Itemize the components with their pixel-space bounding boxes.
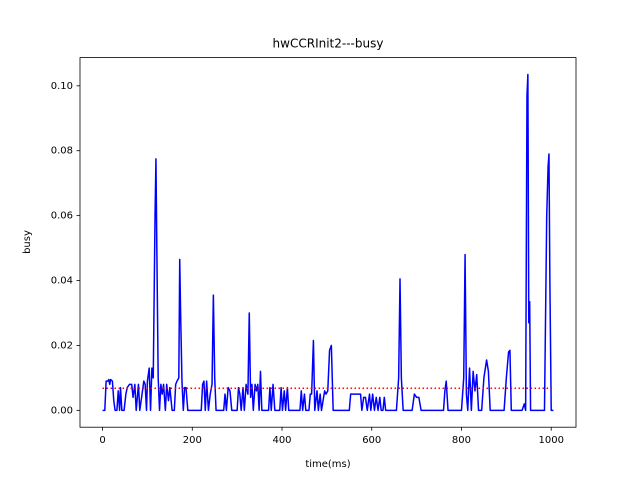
x-tick-label: 200 bbox=[183, 435, 202, 446]
y-axis-label: busy bbox=[22, 230, 33, 254]
x-tick-label: 800 bbox=[452, 435, 471, 446]
y-tick-label: 0.10 bbox=[51, 81, 73, 92]
y-tick-label: 0.04 bbox=[51, 276, 73, 287]
plot-frame bbox=[79, 57, 577, 428]
y-tick-label: 0.08 bbox=[51, 146, 73, 157]
data-line bbox=[102, 73, 554, 412]
y-tick-label: 0.02 bbox=[51, 340, 73, 351]
x-tick-label: 400 bbox=[272, 435, 291, 446]
x-axis-label: time(ms) bbox=[305, 459, 350, 470]
y-tick-label: 0.06 bbox=[51, 211, 73, 222]
x-tick-label: 600 bbox=[362, 435, 381, 446]
chart-title: hwCCRInit2---busy bbox=[273, 37, 384, 51]
y-tick-label: 0.00 bbox=[51, 405, 73, 416]
x-tick-label: 0 bbox=[99, 435, 105, 446]
x-tick-label: 1000 bbox=[538, 435, 563, 446]
